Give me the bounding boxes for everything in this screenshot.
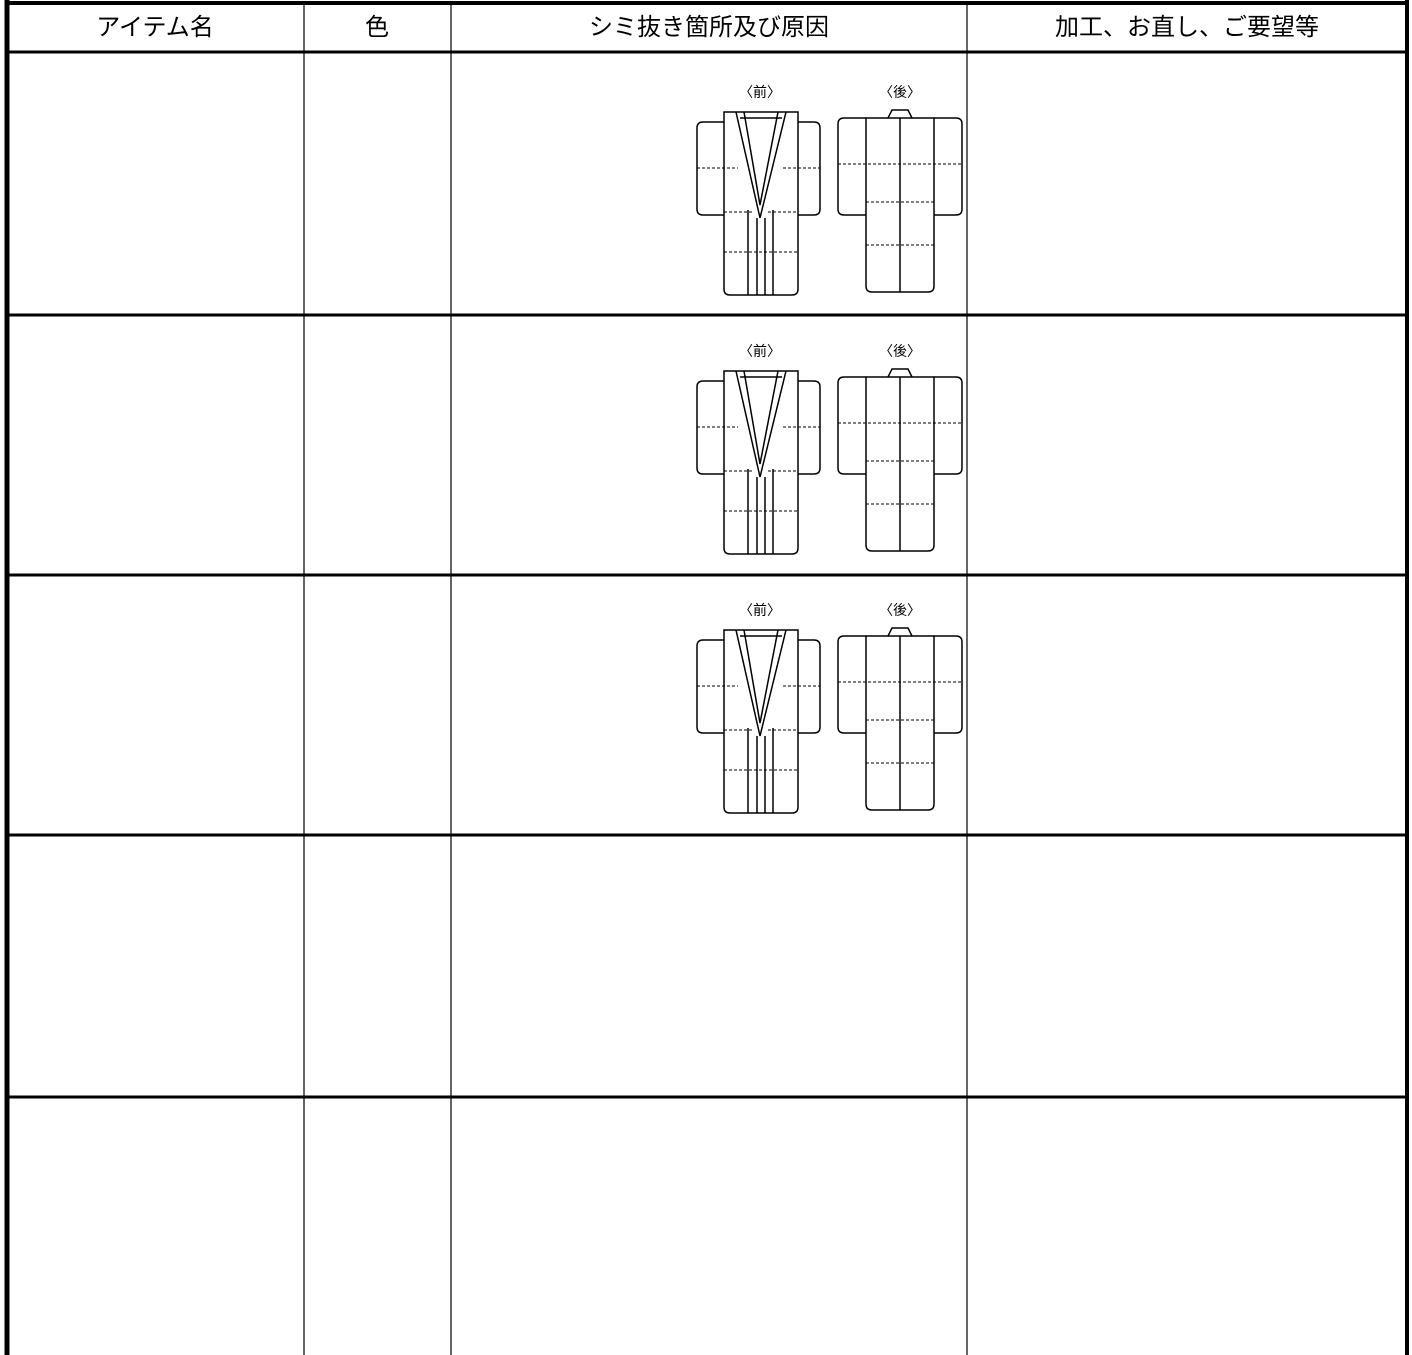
back-label: 〈後〉 xyxy=(879,344,921,360)
kimono-outline xyxy=(887,627,913,637)
kimono-outline xyxy=(723,370,799,555)
kimono-outline xyxy=(743,629,779,724)
front-label: 〈前〉 xyxy=(739,343,781,360)
kimono-outline xyxy=(723,111,799,296)
kimono-seam xyxy=(697,685,820,771)
kimono-outline xyxy=(747,469,774,554)
kimono-diagram: 〈前〉 〈後〉 xyxy=(696,343,963,555)
kimono-outline xyxy=(723,629,799,814)
kimono-seam xyxy=(838,422,962,505)
header-cell: シミ抜き箇所及び原因 xyxy=(589,13,829,41)
kimono-outline xyxy=(887,368,913,378)
kimono-outline xyxy=(934,635,963,734)
kimono-diagram: 〈前〉 〈後〉 xyxy=(696,602,963,814)
kimono-outline xyxy=(837,635,866,734)
kimono-outline xyxy=(837,376,866,475)
kimono-outline xyxy=(865,117,935,293)
kimono-outline xyxy=(865,635,935,811)
kimono-outline xyxy=(735,370,787,478)
kimono-seam xyxy=(697,426,820,512)
kimono-seam xyxy=(838,163,962,246)
header-cell: 色 xyxy=(365,13,389,41)
kimono-outline xyxy=(735,111,787,219)
kimono-outline xyxy=(735,629,787,737)
header-cell: 加工、お直し、ご要望等 xyxy=(1055,13,1319,41)
kimono-diagram: 〈前〉 〈後〉 xyxy=(696,84,963,296)
kimono-outline xyxy=(837,117,866,216)
kimono-outline xyxy=(934,117,963,216)
kimono-seam xyxy=(838,681,962,764)
back-label: 〈後〉 xyxy=(879,85,921,101)
kimono-outline xyxy=(743,111,779,206)
kimono-outline xyxy=(747,210,774,295)
kimono-outline xyxy=(747,728,774,813)
kimono-seam xyxy=(697,167,820,253)
kimono-outline xyxy=(865,376,935,552)
kimono-outline xyxy=(934,376,963,475)
front-label: 〈前〉 xyxy=(739,602,781,619)
table-grid xyxy=(4,0,1409,1355)
kimono-outline xyxy=(887,109,913,119)
front-label: 〈前〉 xyxy=(739,84,781,101)
kimono-outline xyxy=(743,370,779,465)
header-cell: アイテム名 xyxy=(96,13,214,41)
back-label: 〈後〉 xyxy=(879,603,921,619)
